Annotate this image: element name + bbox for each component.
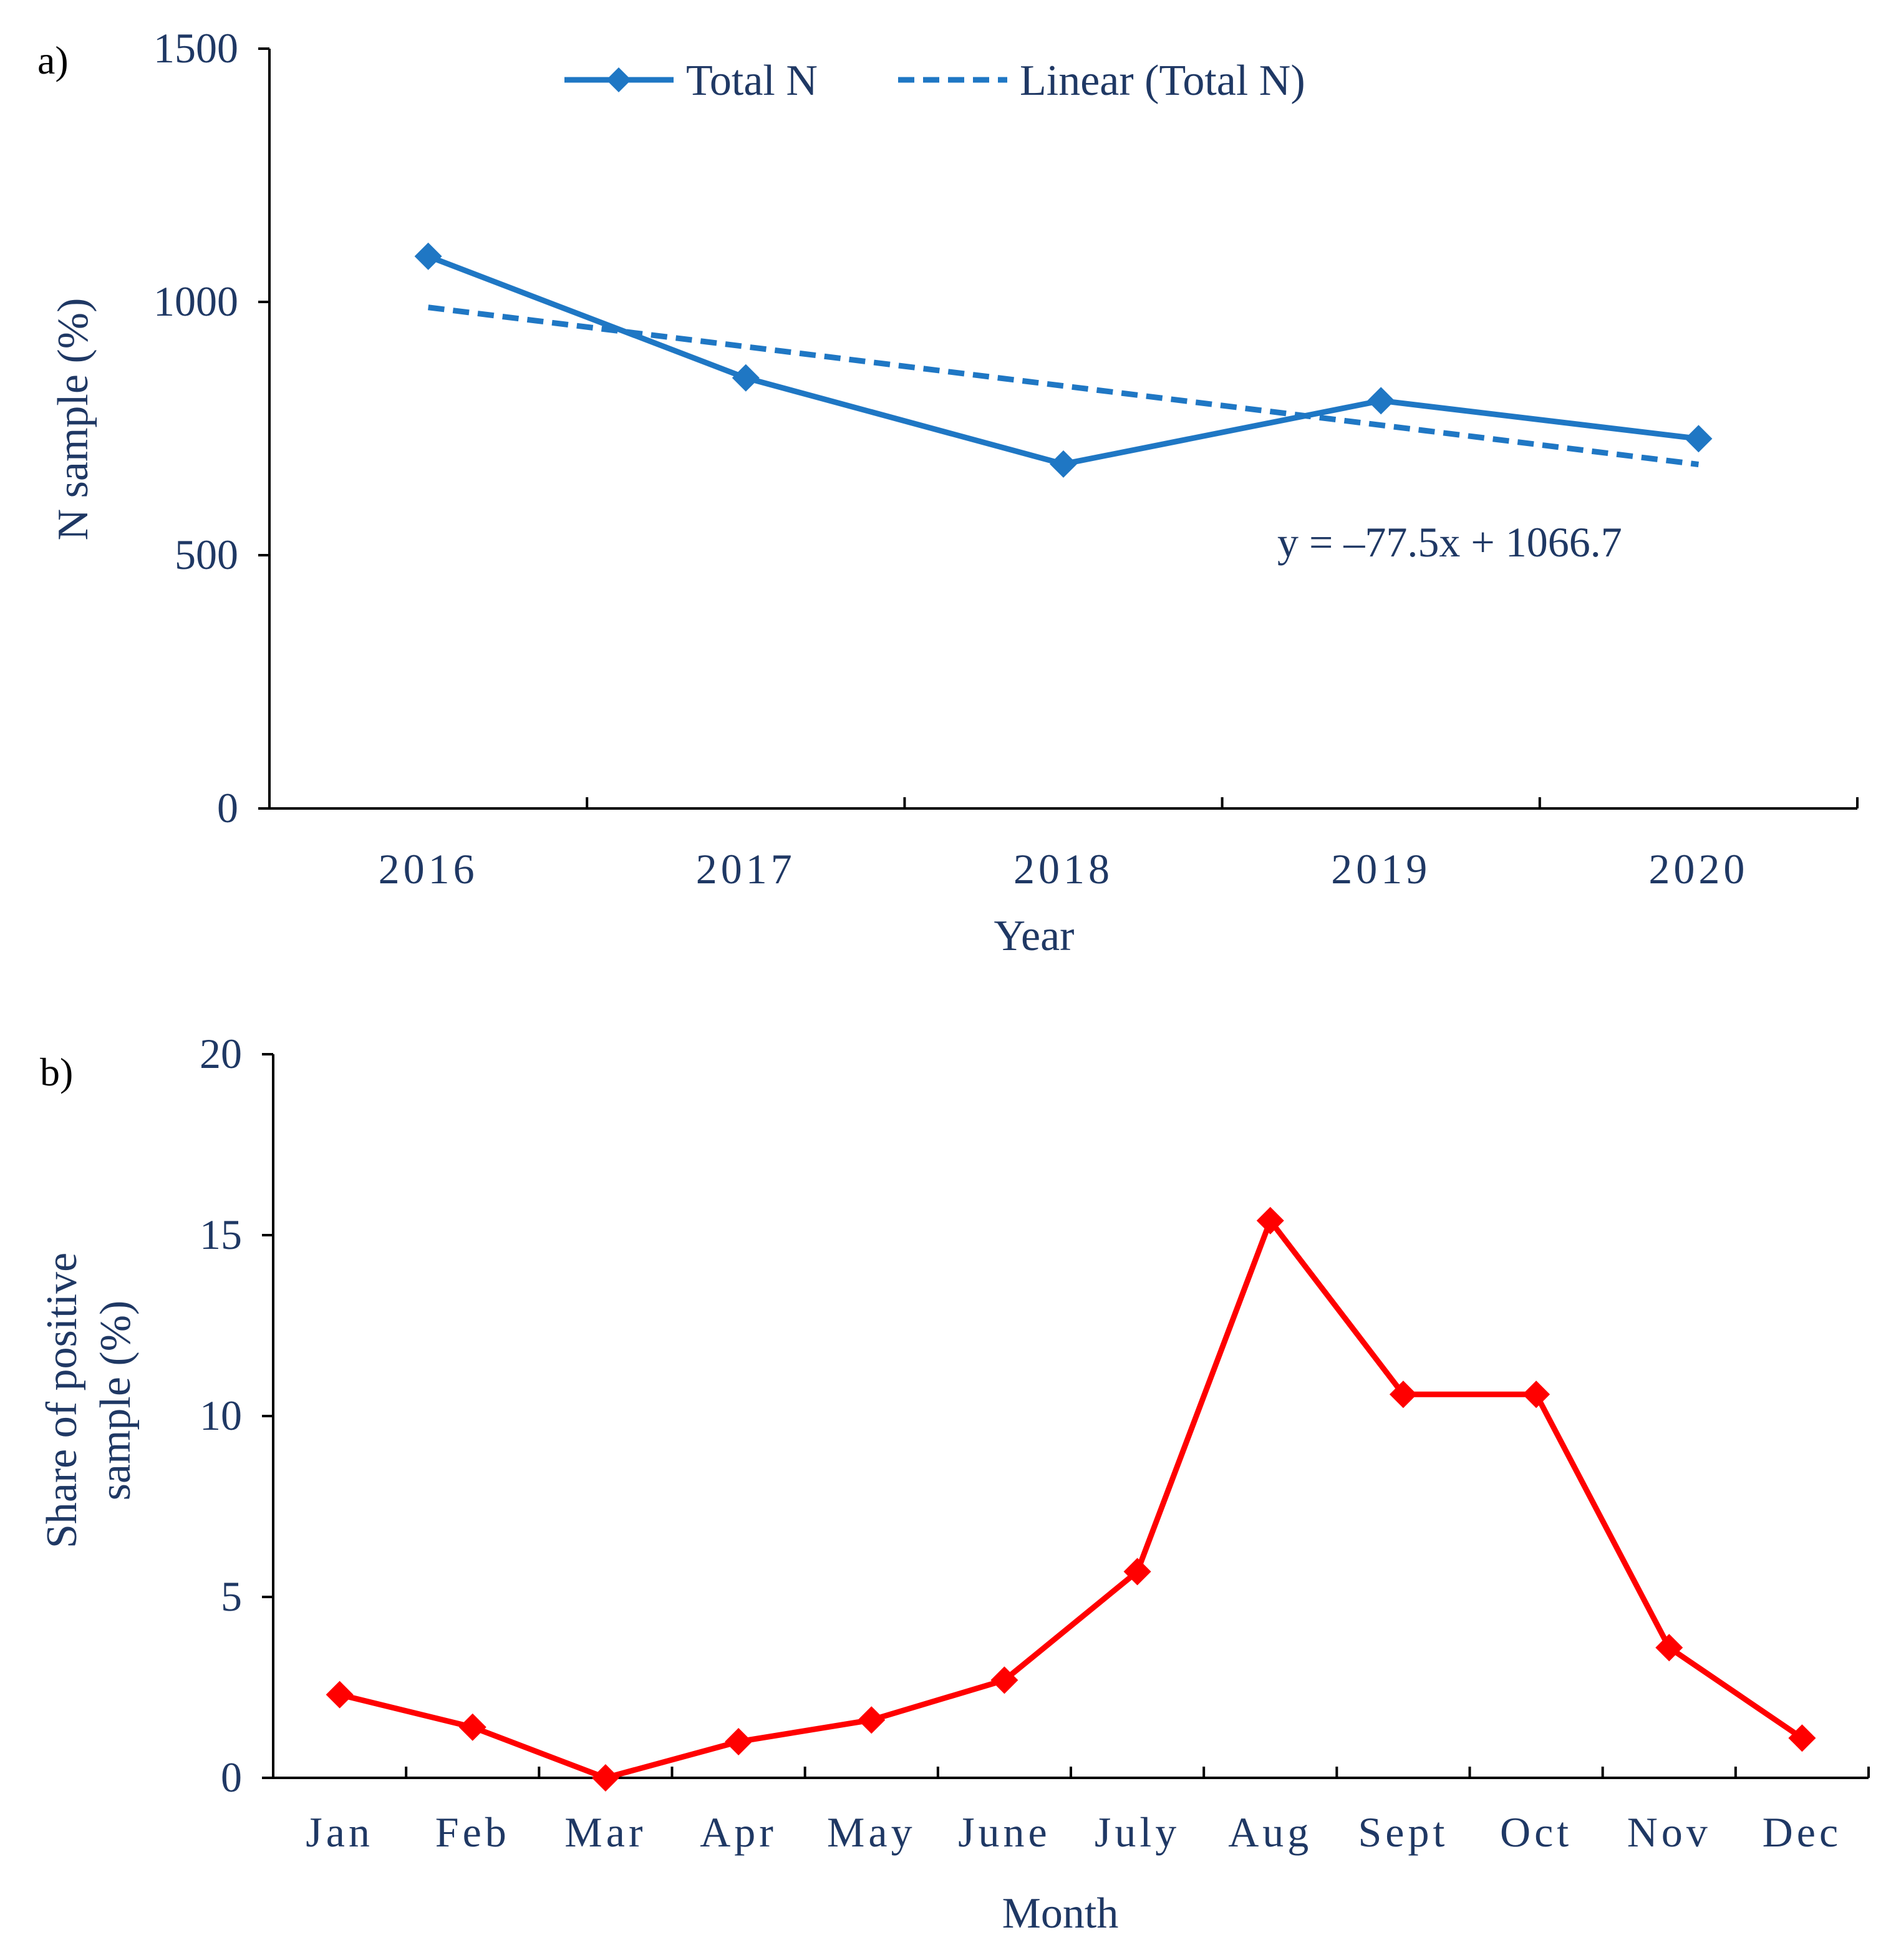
x-tick-label: July — [1095, 1808, 1180, 1856]
total-n-point — [414, 242, 442, 270]
panel-a-y-ticks: 0 500 1000 1500 — [153, 24, 269, 832]
total-n-point — [1050, 450, 1077, 478]
panel-a-x-axis-title: Year — [994, 912, 1075, 960]
y-tick-label: 0 — [217, 784, 238, 832]
panel-b-chart: b) 0 5 10 15 20 Jan Feb Mar Apr May June July Aug Se… — [38, 1030, 1870, 1938]
positive-point — [1123, 1558, 1151, 1586]
y-tick-label: 15 — [200, 1211, 242, 1258]
x-tick-label: 2018 — [1013, 845, 1113, 893]
positive-point — [1389, 1380, 1417, 1409]
x-tick-label: 2017 — [696, 845, 796, 893]
panel-b-positive-series — [326, 1206, 1816, 1792]
legend-linear-label: Linear (Total N) — [1020, 57, 1305, 105]
x-tick-label: Nov — [1627, 1808, 1711, 1856]
positive-point — [1256, 1206, 1284, 1235]
x-tick-label: 2019 — [1331, 845, 1431, 893]
legend-total-n-marker — [606, 67, 631, 92]
x-tick-label: June — [958, 1808, 1051, 1856]
panel-b-x-ticks: Jan Feb Mar Apr May June July Aug Sept Oct Nov Dec — [306, 1767, 1870, 1856]
y-tick-label: 10 — [200, 1392, 242, 1439]
y-tick-label: 1500 — [153, 24, 238, 72]
positive-point — [1788, 1724, 1816, 1752]
panel-a-chart: a) 0 500 1000 1500 2016 2017 2018 2019 2020 N s… — [37, 24, 1859, 960]
x-tick-label: Mar — [564, 1808, 646, 1856]
panel-b-x-axis-title: Month — [1002, 1890, 1119, 1938]
positive-point — [990, 1666, 1018, 1694]
positive-point — [725, 1728, 753, 1755]
x-tick-label: Feb — [435, 1808, 510, 1856]
y-tick-label: 5 — [221, 1573, 242, 1620]
panel-b-y-axis-title: Share of positive sample (%) — [38, 1253, 140, 1548]
panel-a-total-n-series — [414, 242, 1713, 478]
panel-a-trendline — [428, 304, 1699, 467]
panel-b-y-ticks: 0 5 10 15 20 — [200, 1030, 273, 1801]
total-n-point — [732, 364, 760, 392]
positive-point — [326, 1681, 354, 1709]
panel-a-label: a) — [37, 38, 69, 82]
positive-point — [458, 1713, 486, 1741]
positive-point — [1655, 1634, 1683, 1662]
panel-a-x-ticks: 2016 2017 2018 2019 2020 — [379, 797, 1859, 893]
panel-b-y-axis-title-line1: Share of positive — [38, 1253, 86, 1548]
panel-b-label: b) — [40, 1050, 73, 1094]
x-tick-label: Sept — [1358, 1808, 1448, 1856]
x-tick-label: 2020 — [1648, 845, 1748, 893]
x-tick-label: 2016 — [379, 845, 478, 893]
trend-line — [428, 304, 1699, 467]
y-tick-label: 0 — [221, 1754, 242, 1801]
panel-b-y-axis-title-line2: sample (%) — [92, 1301, 140, 1501]
panel-a-legend: Total N Linear (Total N) — [564, 57, 1305, 105]
x-tick-label: Jan — [306, 1808, 374, 1856]
x-tick-label: May — [827, 1808, 916, 1856]
positive-point — [858, 1706, 886, 1734]
y-tick-label: 1000 — [153, 278, 238, 325]
x-tick-label: Aug — [1228, 1808, 1312, 1856]
positive-point — [1522, 1380, 1550, 1409]
positive-point — [591, 1764, 619, 1792]
panel-a-trend-equation: y = –77.5x + 1066.7 — [1277, 518, 1622, 566]
panel-a-y-axis-title: N sample (%) — [49, 298, 97, 541]
y-tick-label: 500 — [175, 531, 238, 578]
y-tick-label: 20 — [200, 1030, 242, 1077]
x-tick-label: Oct — [1500, 1808, 1572, 1856]
x-tick-label: Dec — [1763, 1808, 1842, 1856]
total-n-line — [427, 253, 1699, 467]
x-tick-label: Apr — [700, 1808, 777, 1856]
total-n-point — [1367, 387, 1395, 415]
total-n-point — [1685, 425, 1713, 453]
positive-line — [339, 1218, 1804, 1781]
legend-total-n-label: Total N — [686, 57, 818, 105]
